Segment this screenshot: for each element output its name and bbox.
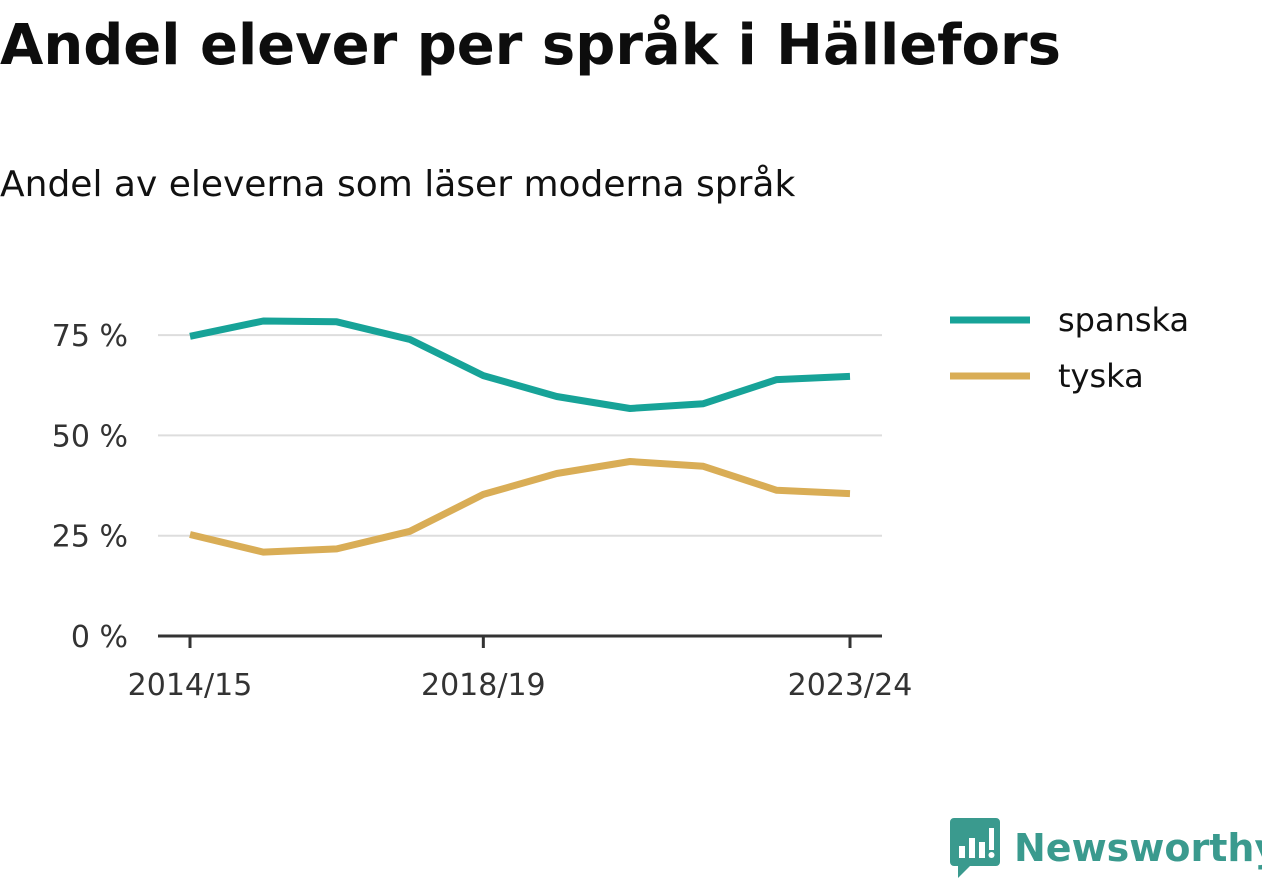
legend-label-spanska: spanska <box>1058 301 1189 339</box>
y-tick-label: 50 % <box>52 419 128 454</box>
series-line-spanska <box>189 317 851 412</box>
series-line-tyska <box>189 458 851 556</box>
y-tick-label: 0 % <box>71 620 128 655</box>
newsworthy-brand: Newsworthy <box>950 818 1262 878</box>
chart-subtitle: Andel av eleverna som läser moderna språ… <box>0 164 796 205</box>
legend-label-tyska: tyska <box>1058 357 1144 395</box>
series-lines <box>189 317 851 556</box>
newsworthy-logo-icon <box>950 818 1000 878</box>
gridlines <box>158 334 882 537</box>
axes: 0 % 25 % 50 % 75 % 2014/15 2018/19 2023/24 <box>52 319 913 703</box>
y-tick-label: 75 % <box>52 319 128 354</box>
x-tick-label: 2023/24 <box>788 668 913 703</box>
legend: spanska tyska <box>950 301 1189 395</box>
chart-title: Andel elever per språk i Hällefors <box>0 13 1061 78</box>
brand-name: Newsworthy <box>1014 826 1262 870</box>
y-tick-label: 25 % <box>52 520 128 555</box>
x-tick-label: 2018/19 <box>421 668 546 703</box>
x-tick-label: 2014/15 <box>128 668 253 703</box>
